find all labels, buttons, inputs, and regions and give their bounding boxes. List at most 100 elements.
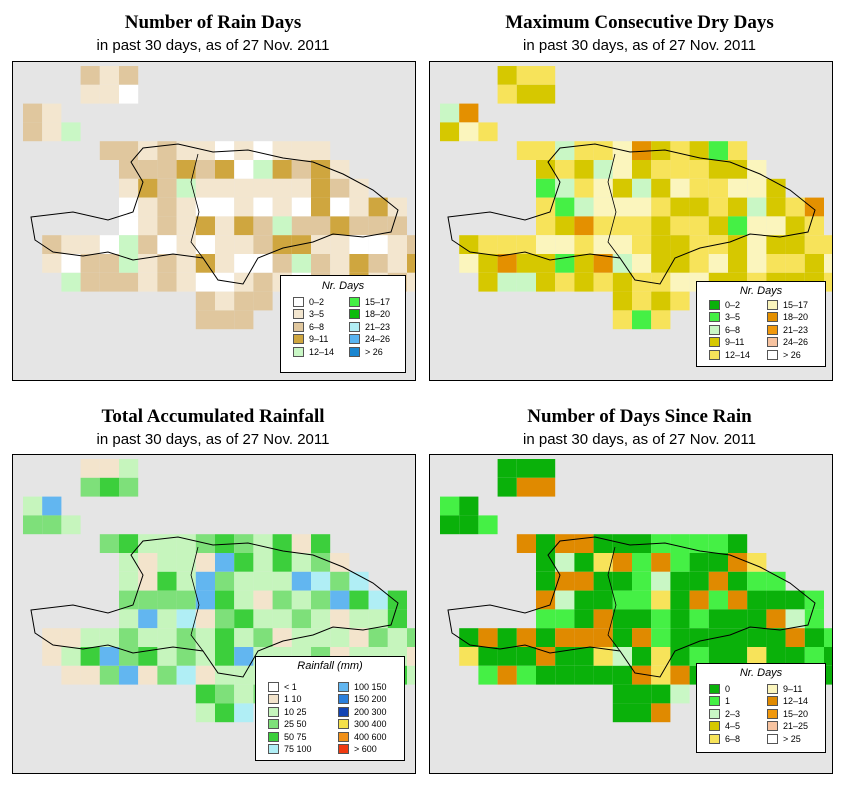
legend-swatch <box>293 346 304 357</box>
grid-cell <box>119 141 139 160</box>
legend-rain-days: Nr. Days 0–2 3–5 6–8 9–11 12–14 15–17 18–20 21–… <box>280 275 406 373</box>
grid-cell <box>708 160 728 179</box>
legend-label: 9–11 <box>783 684 803 694</box>
grid-cell <box>138 553 158 572</box>
grid-cell <box>440 496 460 516</box>
grid-cell <box>555 534 575 553</box>
grid-cell <box>234 235 254 254</box>
grid-cell <box>195 553 215 572</box>
legend-swatch <box>767 300 778 310</box>
grid-cell <box>176 609 196 629</box>
grid-cell <box>766 590 786 610</box>
grid-cell <box>536 254 556 273</box>
grid-cell <box>119 477 139 497</box>
grid-cell <box>387 628 407 647</box>
grid-cell <box>349 628 369 647</box>
grid-cell <box>330 628 350 647</box>
legend-swatch <box>767 349 778 360</box>
legend-label: 50 75 <box>284 731 307 742</box>
grid-cell <box>670 684 690 704</box>
grid-cell <box>195 160 215 179</box>
grid-cell <box>311 216 331 236</box>
grid-cell <box>234 160 254 179</box>
grid-cell <box>824 235 832 254</box>
grid-cell <box>574 665 594 685</box>
grid-cell <box>670 254 690 273</box>
grid-cell <box>728 216 748 236</box>
legend-label: 12–14 <box>725 349 751 360</box>
grid-cell <box>234 310 254 330</box>
grid-cell <box>632 141 652 160</box>
panel-title: Number of Days Since Rain <box>527 406 752 427</box>
grid-cell <box>119 254 139 273</box>
grid-cell <box>670 291 690 311</box>
grid-cell <box>632 703 652 723</box>
grid-cell <box>272 590 292 610</box>
grid-cell <box>42 254 62 273</box>
grid-cell <box>311 553 331 572</box>
legend-label: 0–2 <box>725 300 741 310</box>
grid-cell <box>536 647 556 666</box>
grid-cell <box>195 703 215 723</box>
grid-cell <box>574 254 594 273</box>
grid-cell <box>766 609 786 629</box>
grid-cell <box>311 254 331 273</box>
grid-cell <box>766 647 786 666</box>
panel-dry-days: Maximum Consecutive Dry Days in past 30 … <box>426 0 853 396</box>
legend-label: 12–14 <box>309 346 335 357</box>
grid-cell <box>651 609 671 629</box>
legend-label: 9–11 <box>309 334 329 345</box>
grid-cell <box>42 628 62 647</box>
grid-cell <box>253 235 273 254</box>
grid-cell <box>253 197 273 217</box>
grid-cell <box>215 160 235 179</box>
legend-title: Nr. Days <box>321 280 365 292</box>
grid-cell <box>632 310 652 330</box>
grid-cell <box>291 216 311 236</box>
legend-title: Rainfall (mm) <box>297 660 363 672</box>
coastline <box>447 143 816 285</box>
grid-cell <box>555 609 575 629</box>
grid-cell <box>440 122 460 142</box>
panel-subtitle: in past 30 days, as of 27 Nov. 2011 <box>523 431 756 448</box>
legend-swatch <box>349 309 360 320</box>
grid-cell <box>291 178 311 198</box>
legend-label: > 600 <box>354 744 377 754</box>
grid-cell <box>593 254 613 273</box>
grid-cell <box>311 197 331 217</box>
grid-cell <box>459 496 479 516</box>
grid-cell <box>23 103 43 123</box>
grid-cell <box>330 571 350 591</box>
grid-cell <box>387 590 407 610</box>
grid-cell <box>555 235 575 254</box>
grid-cell <box>651 628 671 647</box>
grid-cell <box>574 553 594 572</box>
grid-cell <box>651 216 671 236</box>
grid-cell <box>632 647 652 666</box>
grid-cell <box>99 534 119 553</box>
grid-cell <box>612 647 632 666</box>
grid-cell <box>785 609 805 629</box>
grid-cell <box>593 665 613 685</box>
grid-cell <box>272 235 292 254</box>
legend-label: 4–5 <box>725 721 741 732</box>
grid-cell <box>689 571 709 591</box>
grid-cell <box>728 254 748 273</box>
grid-cell <box>651 703 671 723</box>
grid-cell <box>459 103 479 123</box>
grid-cell <box>612 235 632 254</box>
grid-cell <box>291 590 311 610</box>
grid-cell <box>536 66 556 85</box>
legend-dry-days: Nr. Days 0–2 3–5 6–8 9–11 12–14 15–17 18–20 21–… <box>696 281 826 367</box>
grid-cell <box>23 496 43 516</box>
grid-cell <box>689 254 709 273</box>
grid-cell <box>157 553 177 572</box>
grid-cell <box>215 534 235 553</box>
grid-cell <box>728 141 748 160</box>
grid-cell <box>516 141 536 160</box>
grid-cell <box>234 684 254 704</box>
grid-cell <box>632 272 652 292</box>
grid-cell <box>61 235 81 254</box>
legend-label: > 26 <box>365 346 383 357</box>
grid-cell <box>612 590 632 610</box>
